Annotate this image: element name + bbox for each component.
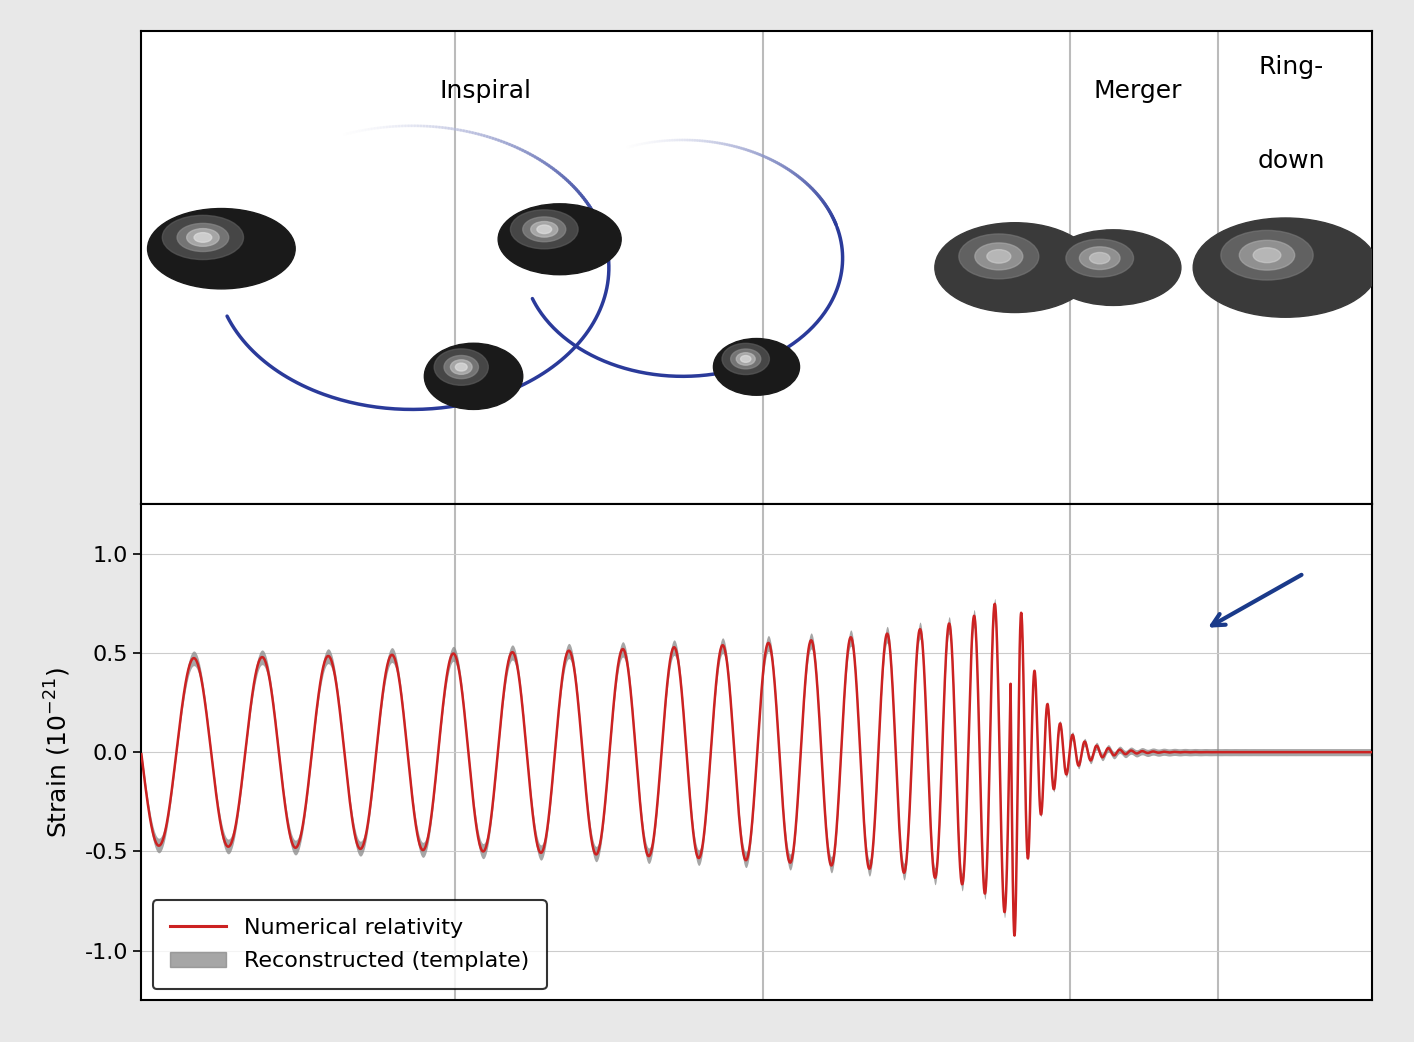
Ellipse shape xyxy=(731,349,761,369)
Ellipse shape xyxy=(737,352,755,365)
Ellipse shape xyxy=(455,363,467,371)
Ellipse shape xyxy=(147,208,296,289)
Ellipse shape xyxy=(451,359,472,374)
Ellipse shape xyxy=(1079,247,1120,270)
Legend: Numerical relativity, Reconstructed (template): Numerical relativity, Reconstructed (tem… xyxy=(153,900,547,989)
Ellipse shape xyxy=(987,250,1011,264)
Ellipse shape xyxy=(714,339,799,395)
Ellipse shape xyxy=(959,234,1039,279)
Ellipse shape xyxy=(510,209,578,249)
Ellipse shape xyxy=(163,216,243,259)
Ellipse shape xyxy=(935,223,1094,313)
Text: down: down xyxy=(1258,149,1325,173)
Ellipse shape xyxy=(1193,218,1377,317)
Ellipse shape xyxy=(434,349,488,386)
Ellipse shape xyxy=(177,223,229,251)
Ellipse shape xyxy=(741,355,751,363)
Text: Ring-: Ring- xyxy=(1258,55,1325,79)
Y-axis label: Strain $(10^{-21})$: Strain $(10^{-21})$ xyxy=(44,667,74,838)
Ellipse shape xyxy=(530,222,557,238)
Ellipse shape xyxy=(187,228,219,246)
Ellipse shape xyxy=(523,217,566,242)
Ellipse shape xyxy=(974,243,1022,270)
Ellipse shape xyxy=(1066,240,1134,277)
Ellipse shape xyxy=(424,343,523,410)
Ellipse shape xyxy=(537,225,551,233)
Ellipse shape xyxy=(1045,230,1181,305)
Ellipse shape xyxy=(1090,252,1110,264)
Ellipse shape xyxy=(1220,230,1314,280)
Ellipse shape xyxy=(498,204,621,275)
Ellipse shape xyxy=(1239,241,1295,270)
Ellipse shape xyxy=(1253,248,1281,263)
Ellipse shape xyxy=(444,355,478,378)
Text: Inspiral: Inspiral xyxy=(440,78,532,102)
Text: Merger: Merger xyxy=(1093,78,1182,102)
Ellipse shape xyxy=(723,344,769,374)
Ellipse shape xyxy=(194,232,212,243)
